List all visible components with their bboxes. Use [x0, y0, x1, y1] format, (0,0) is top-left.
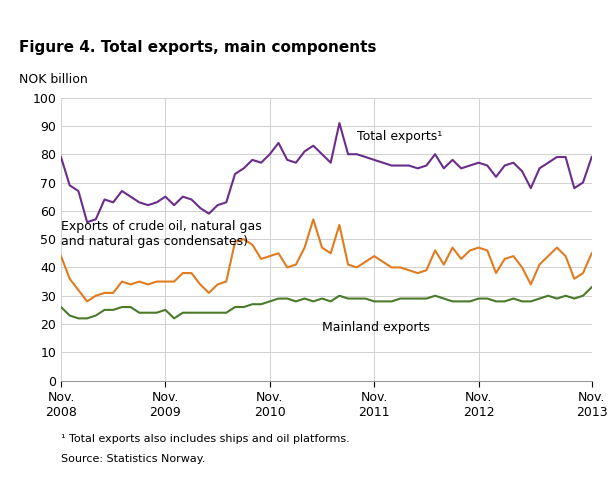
Text: Total exports¹: Total exports¹ [357, 130, 442, 143]
Text: Source: Statistics Norway.: Source: Statistics Norway. [61, 454, 206, 464]
Text: Figure 4. Total exports, main components: Figure 4. Total exports, main components [18, 40, 376, 55]
Text: ¹ Total exports also includes ships and oil platforms.: ¹ Total exports also includes ships and … [61, 434, 350, 444]
Text: NOK billion: NOK billion [18, 73, 87, 86]
Text: Mainland exports: Mainland exports [322, 321, 430, 334]
Text: Exports of crude oil, natural gas
and natural gas condensates): Exports of crude oil, natural gas and na… [61, 220, 262, 247]
